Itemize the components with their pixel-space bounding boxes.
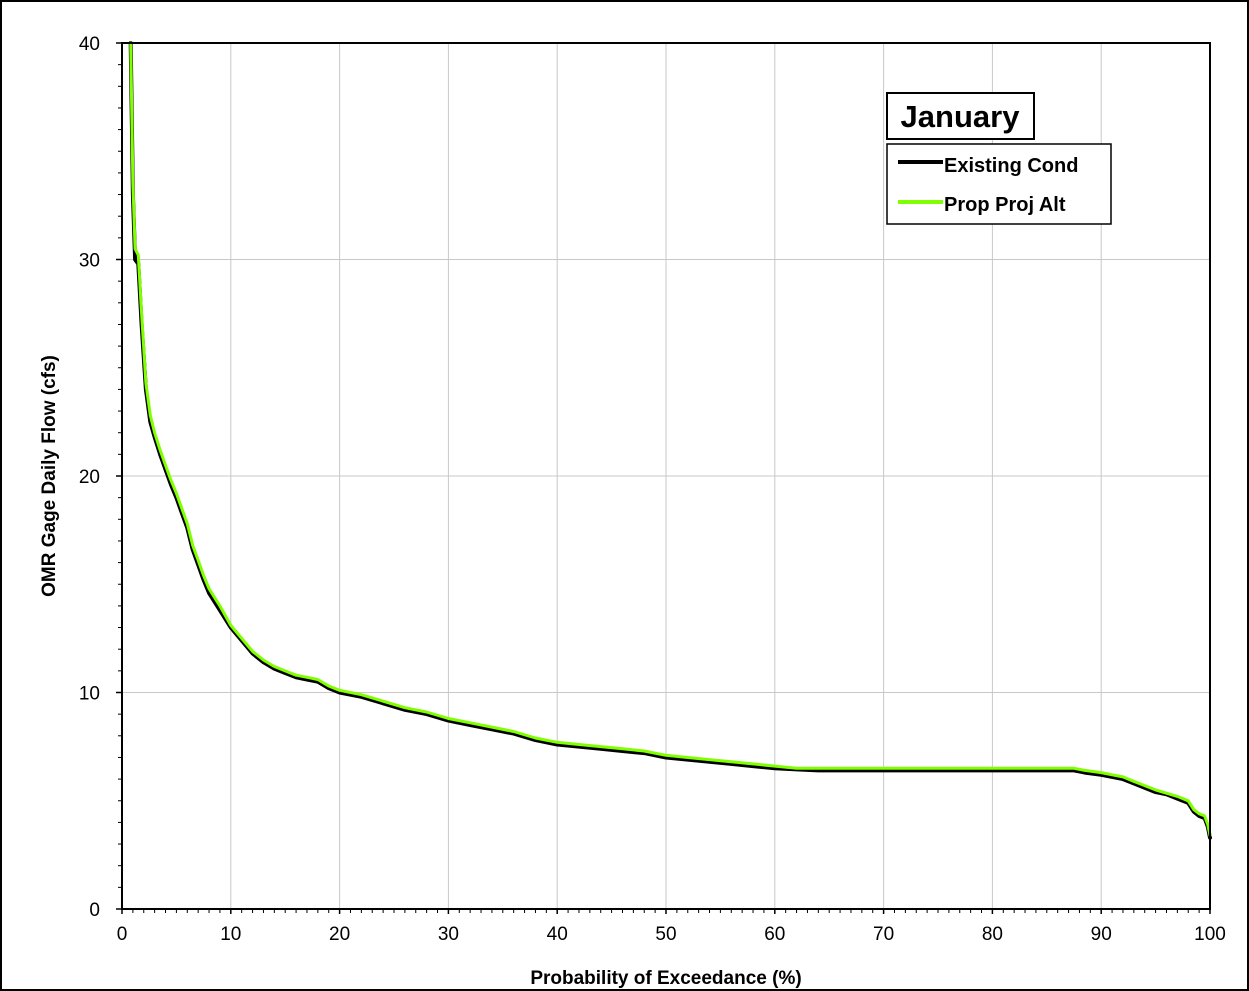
series-lines — [128, 41, 1212, 840]
x-tick-label: 20 — [329, 924, 350, 945]
x-tick-label: 0 — [117, 924, 128, 945]
legend-title: January — [901, 99, 1021, 134]
x-tick-label: 10 — [220, 924, 241, 945]
x-tick-label: 90 — [1091, 924, 1112, 945]
legend-box — [886, 143, 1112, 225]
x-tick-label: 60 — [764, 924, 785, 945]
legend: January Existing Cond Prop Proj Alt — [886, 92, 1112, 225]
y-tick-label: 20 — [79, 467, 100, 488]
tick-labels: 0 10 20 30 40 50 60 70 80 90 100 0 10 20 30 40 — [79, 34, 1226, 945]
series-line-prop-proj-alt — [129, 41, 1212, 837]
x-tick-label: 50 — [655, 924, 676, 945]
y-tick-label: 0 — [89, 900, 100, 921]
legend-label-prop-proj-alt: Prop Proj Alt — [944, 194, 1066, 216]
y-tick-label: 30 — [79, 251, 100, 272]
axis-ticks — [116, 42, 1211, 914]
x-tick-label: 100 — [1194, 924, 1226, 945]
y-axis-title: OMR Gage Daily Flow (cfs) — [39, 355, 60, 597]
y-tick-label: 10 — [79, 684, 100, 705]
legend-label-existing-cond: Existing Cond — [944, 155, 1078, 177]
x-tick-label: 80 — [982, 924, 1003, 945]
x-tick-label: 30 — [438, 924, 459, 945]
x-axis-title: Probability of Exceedance (%) — [530, 968, 801, 989]
y-tick-label: 40 — [79, 34, 100, 55]
x-tick-label: 40 — [547, 924, 568, 945]
legend-title-box — [886, 92, 1035, 140]
x-tick-label: 70 — [873, 924, 894, 945]
